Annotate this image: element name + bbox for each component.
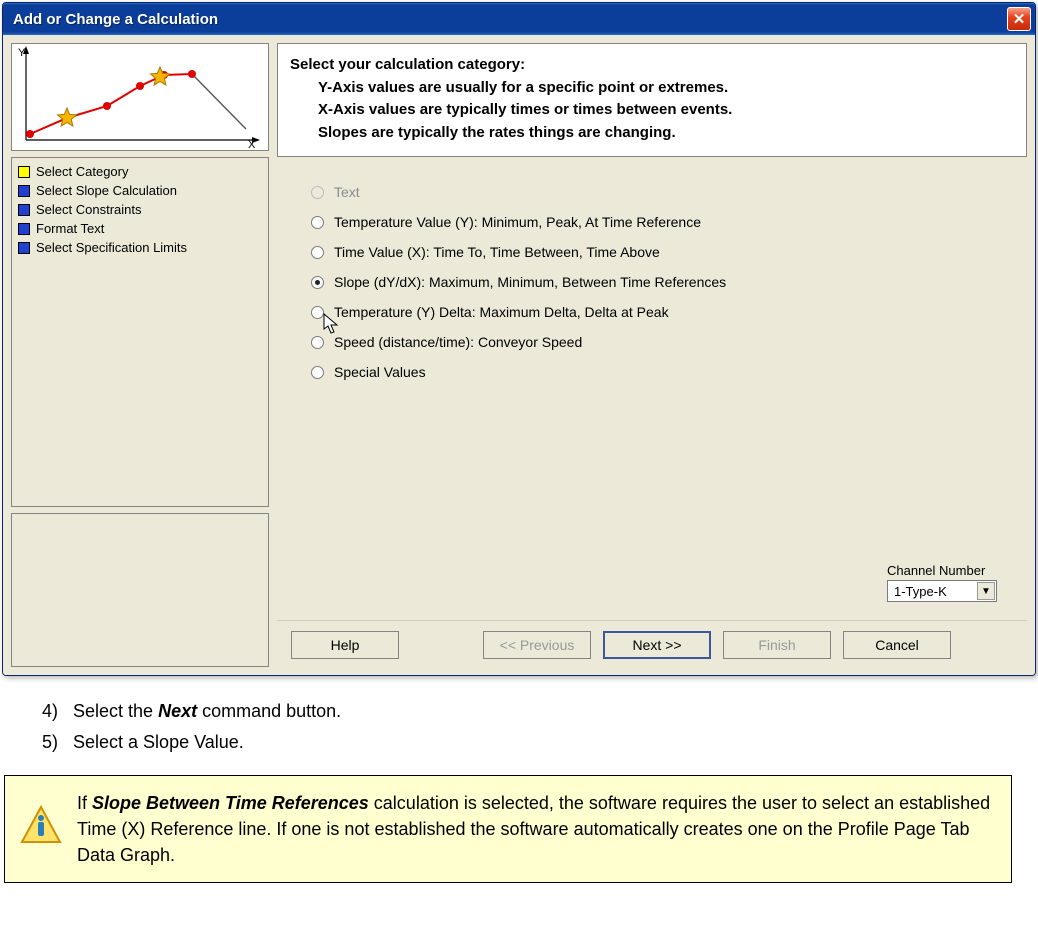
radio-input[interactable] (311, 216, 324, 229)
radio-label: Text (334, 184, 360, 200)
finish-button: Finish (723, 631, 831, 659)
channel-number-group: Channel Number 1-Type-K ▼ (887, 563, 997, 602)
step-label: Select Specification Limits (36, 240, 187, 255)
radio-label: Temperature (Y) Delta: Maximum Delta, De… (334, 304, 669, 320)
radio-option[interactable]: Special Values (311, 357, 1019, 387)
close-button[interactable]: ✕ (1007, 7, 1031, 31)
instruction-number: 4) (42, 696, 68, 727)
instructions-list: 4) Select the Next command button. 5) Se… (0, 678, 1038, 767)
heading-line1: Y-Axis values are usually for a specific… (290, 77, 1014, 100)
window-body: Y X Select Category Select Slope Calculat… (3, 35, 1035, 675)
heading-area: Select your calculation category: Y-Axis… (277, 43, 1027, 157)
step-status-box (18, 223, 30, 235)
radio-label: Temperature Value (Y): Minimum, Peak, At… (334, 214, 701, 230)
step-status-box (18, 242, 30, 254)
channel-select[interactable]: 1-Type-K ▼ (887, 580, 997, 602)
tip-callout: If Slope Between Time References calcula… (4, 775, 1012, 883)
channel-select-value: 1-Type-K (894, 584, 947, 599)
radio-option: Text (311, 177, 1019, 207)
heading-line3: Slopes are typically the rates things ar… (290, 122, 1014, 145)
spacer (411, 631, 471, 659)
channel-label: Channel Number (887, 563, 997, 578)
help-button[interactable]: Help (291, 631, 399, 659)
radio-dot-icon (315, 280, 320, 285)
radio-input[interactable] (311, 366, 324, 379)
chart-svg: Y X (12, 44, 268, 150)
left-column: Y X Select Category Select Slope Calculat… (11, 43, 269, 667)
step-status-box (18, 185, 30, 197)
radio-option[interactable]: Speed (distance/time): Conveyor Speed (311, 327, 1019, 357)
wizard-step[interactable]: Select Slope Calculation (14, 181, 266, 200)
step-label: Select Slope Calculation (36, 183, 177, 198)
radio-option[interactable]: Temperature (Y) Delta: Maximum Delta, De… (311, 297, 1019, 327)
step-status-box (18, 166, 30, 178)
step-label: Select Category (36, 164, 129, 179)
next-button[interactable]: Next >> (603, 631, 711, 659)
titlebar: Add or Change a Calculation ✕ (3, 3, 1035, 35)
instruction-5: 5) Select a Slope Value. (42, 727, 1010, 758)
radio-input (311, 186, 324, 199)
tip-icon (19, 804, 63, 848)
radio-option[interactable]: Time Value (X): Time To, Time Between, T… (311, 237, 1019, 267)
wizard-step[interactable]: Format Text (14, 219, 266, 238)
chevron-down-icon: ▼ (977, 582, 995, 600)
radio-label: Time Value (X): Time To, Time Between, T… (334, 244, 660, 260)
wizard-step[interactable]: Select Constraints (14, 200, 266, 219)
radio-input[interactable] (311, 246, 324, 259)
heading-title: Select your calculation category: (290, 54, 1014, 77)
radio-options-area: Text Temperature Value (Y): Minimum, Peak… (277, 157, 1027, 620)
instruction-number: 5) (42, 727, 68, 758)
button-bar: Help << Previous Next >> Finish Cancel (277, 620, 1027, 667)
wizard-steps-list: Select Category Select Slope Calculation S… (11, 157, 269, 507)
wizard-step[interactable]: Select Specification Limits (14, 238, 266, 257)
wizard-step[interactable]: Select Category (14, 162, 266, 181)
instruction-4: 4) Select the Next command button. (42, 696, 1010, 727)
step-status-box (18, 204, 30, 216)
close-icon: ✕ (1013, 10, 1026, 28)
heading-line2: X-Axis values are typically times or tim… (290, 99, 1014, 122)
previous-button: << Previous (483, 631, 591, 659)
radio-option[interactable]: Temperature Value (Y): Minimum, Peak, At… (311, 207, 1019, 237)
preview-chart: Y X (11, 43, 269, 151)
radio-label: Slope (dY/dX): Maximum, Minimum, Between… (334, 274, 726, 290)
radio-label: Speed (distance/time): Conveyor Speed (334, 334, 582, 350)
radio-label: Special Values (334, 364, 426, 380)
radio-option[interactable]: Slope (dY/dX): Maximum, Minimum, Between… (311, 267, 1019, 297)
radio-input[interactable] (311, 276, 324, 289)
cancel-button[interactable]: Cancel (843, 631, 951, 659)
step-label: Format Text (36, 221, 104, 236)
right-column: Select your calculation category: Y-Axis… (277, 43, 1027, 667)
radio-input[interactable] (311, 336, 324, 349)
radio-input[interactable] (311, 306, 324, 319)
description-box (11, 513, 269, 667)
step-label: Select Constraints (36, 202, 142, 217)
window-title: Add or Change a Calculation (13, 11, 1007, 28)
tip-text: If Slope Between Time References calcula… (77, 790, 993, 868)
wizard-window: Add or Change a Calculation ✕ Y X (2, 2, 1036, 676)
